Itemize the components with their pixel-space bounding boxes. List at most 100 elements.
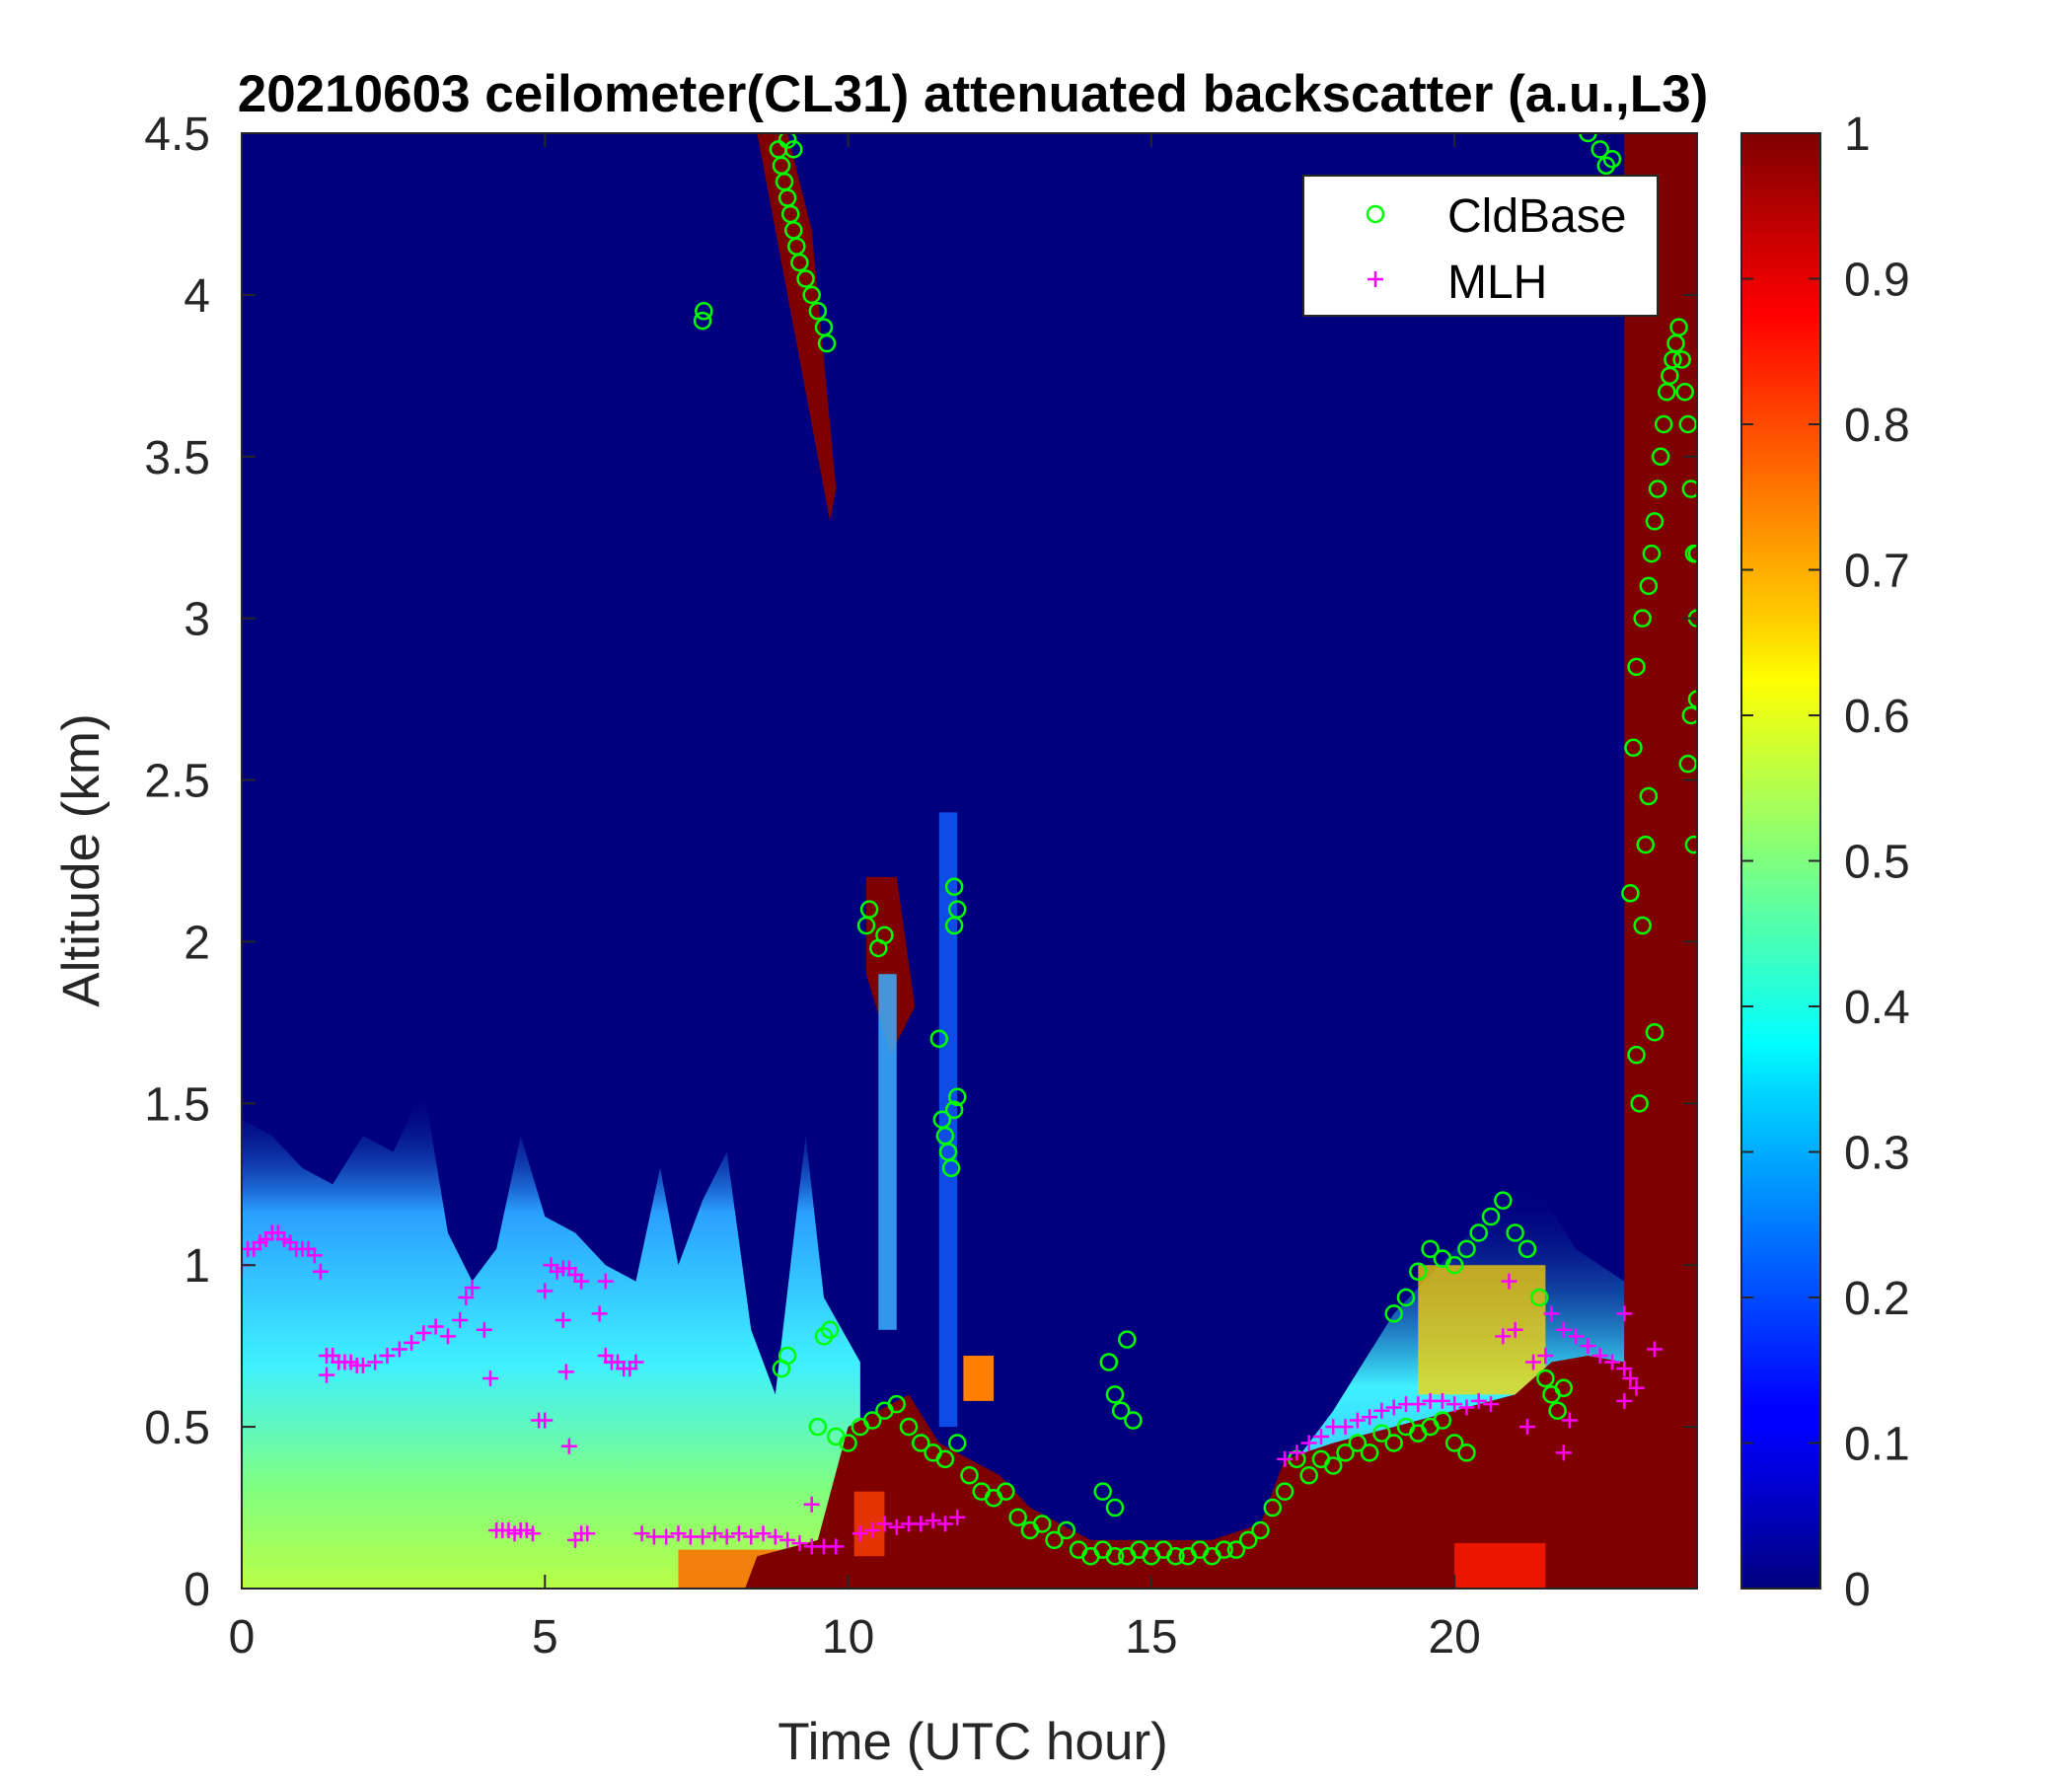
cldbase-point xyxy=(1469,1223,1488,1242)
cldbase-point xyxy=(1645,1022,1665,1042)
colorbar-tick-label: 0.1 xyxy=(1844,1419,1910,1471)
cldbase-point xyxy=(1642,544,1662,563)
cldbase-point xyxy=(1627,657,1646,677)
mlh-point xyxy=(743,1528,760,1545)
cldbase-point xyxy=(1045,1530,1064,1550)
mlh-point xyxy=(415,1325,432,1342)
cldbase-point xyxy=(912,1434,930,1452)
cldbase-point xyxy=(1481,1207,1501,1226)
mlh-point xyxy=(1312,1428,1329,1444)
cldbase-point xyxy=(1654,414,1673,434)
cldbase-point xyxy=(929,1029,949,1049)
cldbase-point xyxy=(859,900,879,919)
mlh-point xyxy=(1646,1341,1663,1358)
mlh-point xyxy=(367,1354,384,1370)
cldbase-point xyxy=(1639,786,1659,806)
cldbase-point xyxy=(820,1320,840,1340)
y-tick-label: 4 xyxy=(184,270,210,323)
mlh-point xyxy=(439,1328,456,1345)
mlh-point xyxy=(1434,1392,1450,1409)
cldbase-point xyxy=(1275,1482,1295,1501)
mlh-point xyxy=(1568,1328,1585,1345)
mlh-point xyxy=(876,1516,893,1532)
cldbase-point xyxy=(1648,480,1667,498)
cldbase-point xyxy=(1636,835,1656,854)
legend-mlh-marker xyxy=(1368,271,1383,287)
cldbase-point xyxy=(1678,754,1697,774)
y-tick-label: 3.5 xyxy=(144,432,210,484)
mlh-point xyxy=(1591,1348,1608,1364)
mlh-point xyxy=(1628,1379,1645,1396)
cldbase-point xyxy=(899,1417,919,1437)
mlh-point xyxy=(427,1318,444,1335)
mlh-series xyxy=(242,1224,1663,1555)
cldbase-point xyxy=(1384,1304,1403,1323)
mlh-point xyxy=(913,1516,929,1532)
mlh-point xyxy=(706,1525,723,1542)
mlh-point xyxy=(1501,1273,1517,1290)
mlh-point xyxy=(695,1528,711,1545)
cldbase-point xyxy=(1633,609,1652,628)
cldbase-point xyxy=(1008,1508,1027,1527)
cldbase-point xyxy=(1633,916,1652,935)
cldbase-point xyxy=(960,1466,979,1485)
cldbase-point xyxy=(1457,1239,1476,1259)
x-tick-label: 20 xyxy=(1428,1611,1480,1664)
mlh-point xyxy=(730,1525,747,1542)
surface-red-highlight xyxy=(1454,1543,1546,1589)
mlh-point xyxy=(379,1348,396,1364)
cldbase-point xyxy=(875,925,894,945)
cldbase-point xyxy=(1433,1411,1452,1430)
mlh-point xyxy=(458,1290,475,1305)
cldbase-point xyxy=(1675,382,1694,402)
mlh-point xyxy=(525,1525,541,1542)
mlh-point xyxy=(597,1273,614,1290)
cldbase-point xyxy=(997,1482,1015,1501)
cldbase-point xyxy=(1263,1498,1283,1517)
cldbase-point xyxy=(1105,1546,1125,1566)
cldbase-point xyxy=(1033,1515,1052,1533)
mlh-point xyxy=(628,1354,644,1370)
cldbase-point xyxy=(1105,1385,1125,1404)
mlh-point xyxy=(1616,1361,1633,1377)
mlh-point xyxy=(1616,1392,1633,1409)
colorbar-tick-label: 0.8 xyxy=(1844,400,1910,452)
cldbase-point xyxy=(1324,1456,1343,1475)
cldbase-point xyxy=(1536,1369,1555,1388)
cldbase-point xyxy=(1226,1540,1246,1559)
y-tick-label: 2.5 xyxy=(144,756,210,808)
cldbase-point xyxy=(1409,1262,1428,1282)
mlh-point xyxy=(949,1509,966,1525)
colorbar-tick-label: 0.9 xyxy=(1844,255,1910,307)
cldbase-point xyxy=(1681,480,1697,498)
cldbase-point xyxy=(1251,1520,1270,1540)
cldbase-point xyxy=(1678,414,1697,434)
cldbase-point xyxy=(1548,1401,1567,1420)
cldbase-point xyxy=(1384,1434,1403,1452)
cldbase-point xyxy=(1630,1094,1649,1113)
y-tick-label: 1.5 xyxy=(144,1078,210,1131)
mlh-point xyxy=(1555,1444,1572,1461)
cldbase-point xyxy=(784,140,803,159)
cldbase-point xyxy=(1687,544,1697,563)
mlh-point xyxy=(476,1321,492,1338)
mlh-point xyxy=(1495,1328,1512,1345)
mlh-point xyxy=(1289,1444,1305,1461)
legend-cldbase-marker xyxy=(1366,204,1385,224)
cldbase-point xyxy=(1602,149,1622,169)
mlh-point xyxy=(1470,1392,1487,1409)
cldbase-point xyxy=(947,900,967,919)
mlh-point xyxy=(537,1412,554,1429)
y-tick-label: 1 xyxy=(184,1240,210,1293)
colorbar-tick-label: 0 xyxy=(1844,1564,1871,1616)
high-cloud-streak xyxy=(757,133,837,522)
cldbase-point xyxy=(1624,738,1643,758)
mlh-point xyxy=(555,1311,571,1328)
cldbase-point xyxy=(1444,1255,1464,1275)
mlh-point xyxy=(1362,1409,1378,1426)
cldbase-point xyxy=(1215,1540,1233,1559)
cldbase-point xyxy=(796,269,815,288)
mlh-point xyxy=(481,1369,498,1386)
mlh-point xyxy=(1277,1450,1294,1467)
